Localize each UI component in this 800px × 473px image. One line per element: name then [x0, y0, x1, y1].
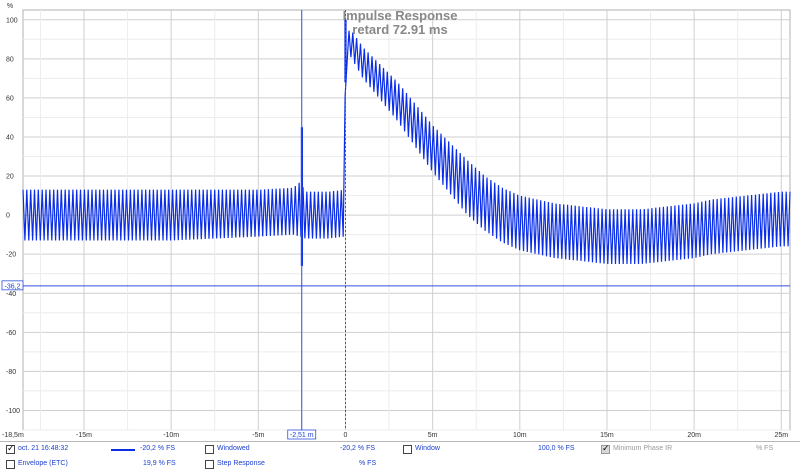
series-trace [22, 30, 791, 265]
window-checkbox[interactable] [403, 445, 412, 454]
y-tick-label: -80 [6, 369, 16, 376]
y-axis-label: % [7, 3, 13, 10]
y-tick-label: -20 [6, 252, 16, 259]
envelope-value: 19,9 % FS [143, 460, 176, 467]
window-label: Window [415, 445, 440, 452]
window-value: 100,0 % FS [538, 445, 575, 452]
step-response-value: % FS [359, 460, 377, 467]
y-tick-label: -60 [6, 330, 16, 337]
x-tick-label: 25m [774, 432, 788, 439]
envelope-checkbox[interactable] [6, 460, 15, 469]
y-tick-label: 60 [6, 95, 14, 102]
x-tick-label: 15m [600, 432, 614, 439]
y-tick-label: 80 [6, 56, 14, 63]
vertical-cursor-label: -2,51 m [290, 432, 314, 439]
x-tick-labels: -15m -10m -5m 0 5m 10m 15m 20m 25m -18,5m [2, 432, 788, 439]
chart-title: Impulse Response [343, 8, 458, 23]
x-tick-label: 0 [344, 432, 348, 439]
cursors[interactable]: -36,2 -2,51 m [1, 10, 790, 440]
y-tick-label: 40 [6, 134, 14, 141]
x-tick-label: -10m [163, 432, 179, 439]
windowed-checkbox[interactable] [205, 445, 214, 454]
impulse-response-chart[interactable]: 100 80 60 40 20 0 -20 -40 -60 -80 -100 -15m -10m -5m… [0, 0, 800, 441]
minimum-phase-label: Minimum Phase IR [613, 445, 673, 452]
chart-subtitle: retard 72.91 ms [352, 22, 447, 37]
vertical-cursor-box [287, 429, 317, 440]
windowed-label: Windowed [217, 445, 250, 452]
y-tick-label: 20 [6, 174, 14, 181]
x-tick-label: 20m [687, 432, 701, 439]
legend-panel: oct. 21 16:48:32 -20,2 % FS Windowed -20… [0, 441, 800, 473]
series-label: oct. 21 16:48:32 [18, 445, 69, 452]
windowed-value: -20,2 % FS [340, 445, 376, 452]
horizontal-cursor-box [1, 280, 24, 291]
minimum-phase-value: % FS [756, 445, 774, 452]
series-value: -20,2 % FS [140, 445, 176, 452]
legend-row-2: Envelope (ETC) 19,9 % FS Step Response %… [0, 458, 800, 471]
x-tick-label: 10m [513, 432, 527, 439]
y-tick-label: 100 [6, 17, 18, 24]
x-tick-label: -15m [76, 432, 92, 439]
y-tick-label: -100 [6, 408, 20, 415]
horizontal-cursor-label: -36,2 [5, 283, 21, 290]
envelope-label: Envelope (ETC) [18, 460, 68, 467]
step-response-label: Step Response [217, 460, 265, 467]
minimum-phase-checkbox[interactable] [601, 443, 610, 454]
step-response-checkbox[interactable] [205, 460, 214, 469]
x-start-label: -18,5m [2, 432, 24, 439]
x-tick-label: -5m [252, 432, 264, 439]
legend-row-1: oct. 21 16:48:32 -20,2 % FS Windowed -20… [0, 443, 800, 456]
series-line-swatch [111, 449, 135, 451]
x-tick-label: 5m [428, 432, 438, 439]
y-tick-label: 0 [6, 213, 10, 220]
y-tick-label: -40 [6, 291, 16, 298]
y-tick-labels: 100 80 60 40 20 0 -20 -40 -60 -80 -100 [6, 17, 20, 415]
series-checkbox[interactable] [6, 443, 15, 454]
